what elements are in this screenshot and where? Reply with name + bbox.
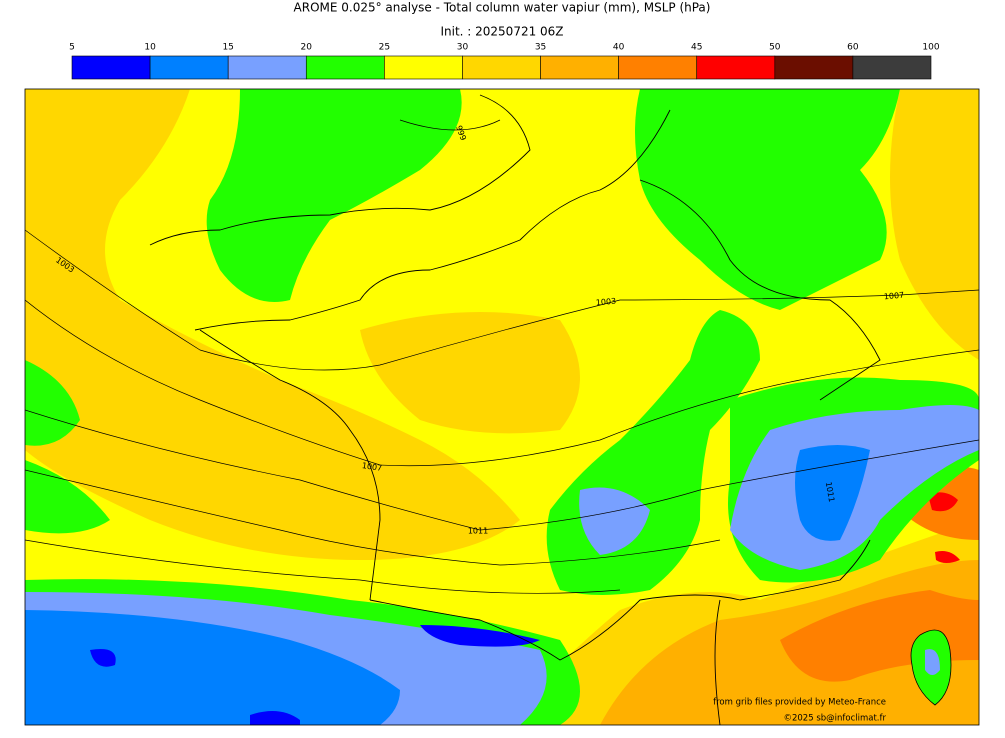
isobar-label: 1003	[595, 297, 616, 308]
colorbar-tick-label: 45	[691, 43, 702, 53]
isobar	[25, 469, 721, 566]
field-orange	[890, 89, 979, 360]
isobar	[25, 229, 979, 371]
field-blue	[25, 610, 400, 725]
isobars	[25, 119, 979, 594]
colorbar-tick-label: 60	[847, 43, 859, 53]
colorbar-box	[305, 55, 385, 80]
coastline	[199, 329, 381, 601]
isobar-label: 1011	[468, 527, 488, 536]
field-red	[928, 492, 960, 563]
field-light-blue	[925, 649, 940, 675]
field-dark-blue	[90, 625, 540, 725]
border	[714, 599, 721, 725]
field-blue	[795, 445, 870, 541]
colorbar-box	[149, 55, 229, 80]
colorbar-tick-label: 30	[457, 43, 469, 53]
isobar	[399, 119, 501, 131]
colorbar-tick-label: 15	[222, 43, 233, 53]
colorbar-box	[540, 55, 619, 80]
colorbar-tick-label: 25	[379, 43, 390, 53]
field-light-blue	[579, 487, 650, 555]
colorbar-box	[618, 55, 698, 80]
colorbar-box	[384, 55, 463, 80]
isobar	[25, 409, 979, 531]
colorbar: 5 10 15 20 25 30 35 40 45 50 60 100	[69, 43, 940, 80]
coastline	[194, 109, 671, 331]
isobar	[25, 299, 979, 467]
colorbar-tick-label: 50	[769, 43, 781, 53]
colorbar-box	[71, 55, 151, 80]
colorbar-tick-label: 5	[69, 43, 75, 53]
field-orange	[360, 312, 580, 434]
credit-copyright: ©2025 sb@infoclimat.fr	[783, 714, 886, 724]
init-time: Init. : 20250721 06Z	[440, 25, 563, 39]
field-green	[25, 360, 110, 534]
coastlines	[149, 94, 881, 725]
colorbar-tick-label: 35	[535, 43, 546, 53]
map-title: AROME 0.025° analyse - Total column wate…	[294, 1, 711, 15]
isobar-label: 1007	[361, 461, 382, 473]
colorbar-box	[462, 55, 541, 80]
colorbar-tick-label: 10	[144, 43, 156, 53]
field-green	[635, 89, 900, 310]
colorbar-tick-label: 20	[301, 43, 313, 53]
colorbar-tick-label: 100	[922, 43, 939, 53]
credit-source: from grib files provided by Meteo-France	[713, 698, 886, 708]
isobar-label: 1007	[883, 291, 904, 302]
isobar	[25, 539, 621, 594]
colorbar-tick-label: 40	[613, 43, 625, 53]
field-green	[206, 89, 462, 302]
isobar-label: 1011	[824, 481, 836, 503]
coastline	[149, 94, 531, 246]
map-field	[25, 89, 979, 725]
colorbar-box	[696, 55, 776, 80]
coastline	[369, 539, 871, 661]
colorbar-box	[227, 55, 307, 80]
border	[639, 179, 881, 401]
map-frame	[24, 88, 980, 726]
colorbar-box	[774, 55, 854, 80]
colorbar-box	[852, 55, 932, 80]
field-orange	[25, 89, 520, 560]
